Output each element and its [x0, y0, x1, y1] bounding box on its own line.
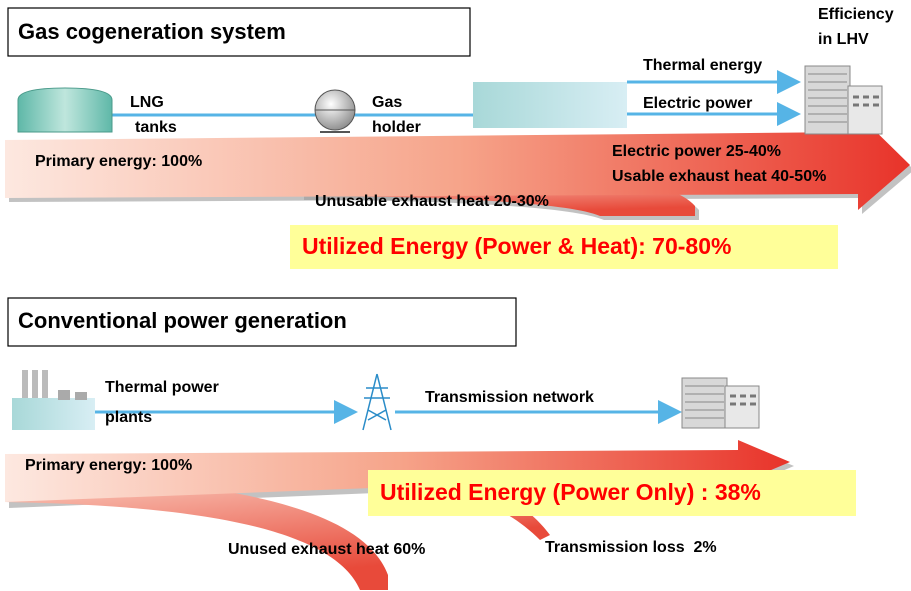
label: plants	[105, 409, 152, 426]
label: Primary energy: 100%	[25, 457, 192, 474]
label: in LHV	[818, 31, 869, 48]
label: Electric power	[643, 95, 752, 112]
label: Gas	[372, 94, 402, 111]
cogeneration-section: Gas cogeneration system LNG tanks Gas ho…	[5, 6, 911, 269]
section-title: Conventional power generation	[18, 308, 347, 333]
label: Usable exhaust heat 40-50%	[612, 168, 826, 185]
result-text: Utilized Energy (Power Only) : 38%	[380, 479, 761, 505]
label: tanks	[135, 119, 177, 136]
label: holder	[372, 119, 421, 136]
label: Unused exhaust heat 60%	[228, 541, 425, 558]
label: LNG	[130, 94, 164, 111]
exhaust-branch	[5, 470, 388, 590]
transmission-tower	[362, 373, 392, 431]
result-box	[290, 225, 838, 269]
cogeneration-unit	[473, 82, 627, 128]
label: Electric power 25-40%	[612, 143, 781, 160]
label: Thermal power	[105, 379, 219, 396]
energy-band	[5, 114, 910, 210]
label: Unusable exhaust heat 20-30%	[315, 193, 549, 210]
building	[804, 65, 883, 135]
building	[681, 377, 760, 429]
label: Thermal energy	[643, 57, 762, 74]
label: Transmission loss 2%	[545, 539, 717, 556]
conventional-section: Conventional power generation Therma	[5, 297, 856, 590]
label: Primary energy: 100%	[35, 153, 202, 170]
factory	[12, 370, 95, 430]
title-box	[7, 7, 471, 57]
title-box	[7, 297, 517, 347]
result-box	[368, 470, 856, 516]
result-text: Utilized Energy (Power & Heat): 70-80%	[302, 233, 731, 259]
section-title: Gas cogeneration system	[18, 19, 286, 44]
lng-tank	[17, 87, 113, 133]
label: Transmission network	[425, 389, 594, 406]
label: Efficiency	[818, 6, 894, 23]
